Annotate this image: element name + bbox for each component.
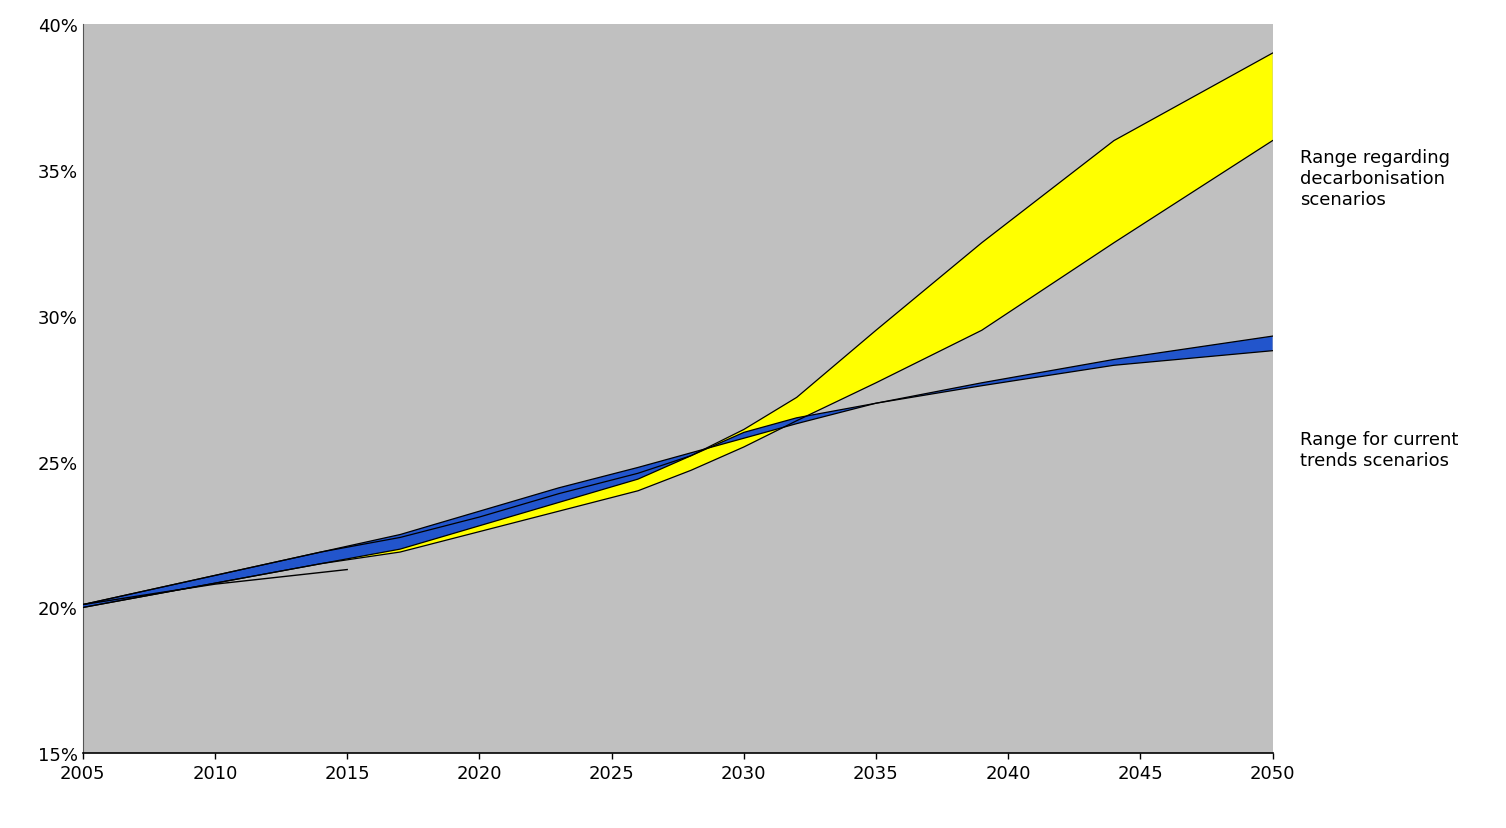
Text: Range for current
trends scenarios: Range for current trends scenarios: [1300, 431, 1458, 469]
Text: Range regarding
decarbonisation
scenarios: Range regarding decarbonisation scenario…: [1300, 149, 1450, 209]
